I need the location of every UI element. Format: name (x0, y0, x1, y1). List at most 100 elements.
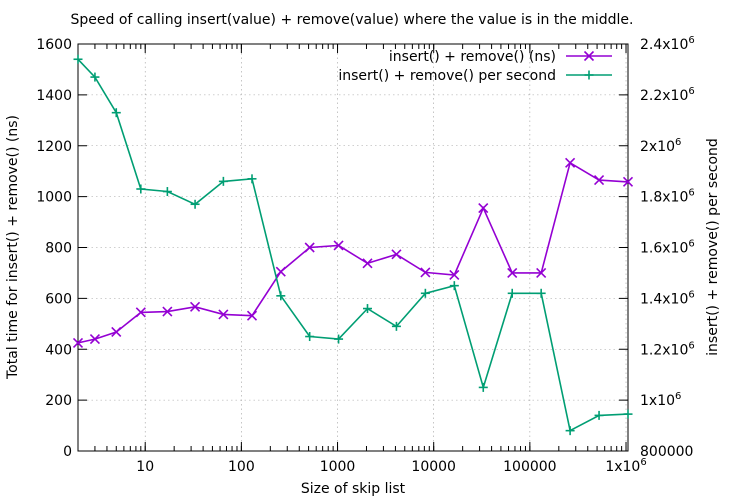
y2-tick-label: 1x106 (640, 391, 681, 409)
marker-stroke (218, 309, 229, 320)
x-tick-label: 100 (228, 459, 255, 475)
y2-axis-title: insert() + remove() per second (705, 138, 721, 356)
x-tick-label: 1000 (320, 459, 356, 475)
data-point-time (89, 334, 100, 345)
data-point-time (135, 307, 146, 318)
marker-stroke (507, 267, 518, 279)
chart-title: Speed of calling insert(value) + remove(… (70, 12, 633, 28)
data-point-time (536, 267, 547, 279)
marker-stroke (583, 50, 595, 62)
marker-stroke (362, 258, 373, 269)
marker-stroke (162, 306, 173, 317)
data-point-rate (362, 304, 372, 314)
y-tick-label: 1200 (36, 139, 72, 155)
data-point-rate (162, 187, 172, 197)
y-tick-label: 800 (45, 241, 72, 257)
data-point-rate (594, 410, 604, 420)
x-tick-label: 100000 (503, 459, 556, 475)
legend-label-time: insert() + remove() (ns) (389, 49, 556, 65)
grid (78, 44, 628, 451)
marker-stroke (275, 266, 286, 277)
axis-ticks: 10 100 1000 10000 100000 1x106 0 200 400 600 800 10… (36, 35, 694, 475)
series-line-rate (77, 58, 629, 432)
y-tick-label: 1600 (36, 37, 72, 53)
marker-stroke (304, 242, 315, 253)
legend-marker-time (583, 50, 595, 62)
data-point-rate (420, 288, 430, 298)
data-point-rate (449, 281, 459, 291)
y-tick-label: 600 (45, 291, 72, 307)
y2-tick-label: 1.8x106 (640, 188, 695, 206)
y-tick-label: 1400 (36, 88, 72, 104)
marker-stroke (565, 157, 576, 168)
y-axis-title: Total time for insert() + remove() (ns) (5, 115, 21, 380)
data-point-time (478, 203, 489, 214)
marker-stroke (135, 307, 146, 318)
marker-stroke (190, 301, 201, 312)
data-point-rate (247, 174, 257, 184)
data-point-time (362, 258, 373, 269)
data-point-rate (305, 332, 315, 342)
marker-stroke (246, 310, 258, 321)
data-point-rate (111, 108, 121, 118)
series-layer (72, 54, 634, 436)
y2-tick-label: 1.4x106 (640, 289, 695, 307)
y2-tick-label: 2x106 (640, 137, 681, 155)
data-point-time (420, 267, 431, 278)
data-point-time (449, 269, 460, 281)
data-point-rate (507, 288, 517, 298)
data-point-rate (391, 321, 401, 331)
x-tick-label: 10 (136, 459, 154, 475)
data-point-rate (536, 288, 546, 298)
data-point-rate (478, 382, 488, 392)
data-point-rate (136, 184, 146, 194)
marker-stroke (622, 176, 634, 187)
data-point-time (593, 175, 605, 186)
data-point-rate (190, 199, 200, 209)
y-tick-label: 400 (45, 342, 72, 358)
data-point-rate (218, 176, 228, 186)
marker-stroke (333, 240, 344, 251)
marker-stroke (593, 175, 605, 186)
x-tick-label: 1x106 (605, 457, 646, 475)
y2-tick-label: 1.2x106 (640, 340, 695, 358)
marker-stroke (478, 203, 489, 214)
legend-marker-rate (584, 70, 594, 80)
y-tick-label: 200 (45, 393, 72, 409)
data-point-time (304, 242, 315, 253)
data-point-time (218, 309, 229, 320)
data-point-time (565, 157, 576, 168)
data-point-time (162, 306, 173, 317)
data-point-time (622, 176, 634, 187)
data-point-time (391, 249, 402, 260)
data-point-time (275, 266, 286, 277)
data-point-rate (623, 409, 633, 419)
data-point-time (190, 301, 201, 312)
marker-stroke (89, 334, 100, 345)
y2-tick-label: 2.4x106 (640, 35, 695, 53)
x-axis-title: Size of skip list (301, 481, 406, 497)
legend: insert() + remove() (ns) insert() + remov… (338, 49, 612, 84)
marker-stroke (391, 249, 402, 260)
data-point-time (72, 337, 84, 348)
y-tick-label: 1000 (36, 190, 72, 206)
marker-stroke (449, 269, 460, 281)
data-point-rate (276, 291, 286, 301)
data-point-time (333, 240, 344, 251)
marker-stroke (72, 337, 84, 348)
marker-stroke (420, 267, 431, 278)
data-point-rate (73, 54, 83, 64)
data-point-time (111, 326, 122, 338)
y2-tick-label: 800000 (640, 444, 693, 460)
data-point-rate (90, 72, 100, 82)
marker-stroke (111, 326, 122, 338)
legend-label-rate: insert() + remove() per second (338, 68, 556, 84)
data-point-time (507, 267, 518, 279)
y2-tick-label: 1.6x106 (640, 239, 695, 257)
marker-stroke (536, 267, 547, 279)
data-point-rate (565, 426, 575, 436)
data-point-rate (334, 334, 344, 344)
y-tick-label: 0 (63, 444, 72, 460)
y2-tick-label: 2.2x106 (640, 86, 695, 104)
